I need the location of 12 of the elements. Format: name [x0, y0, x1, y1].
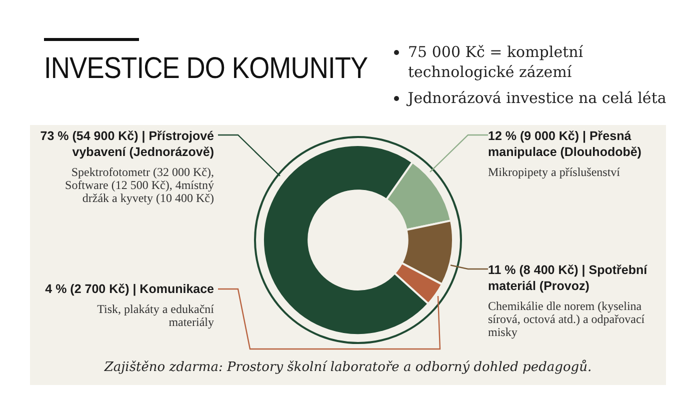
- text: Spektrofotometr (32 000 Kč), Software (12 500 Kč), 4místný držák a kyvety (10 400 Kč): [64, 165, 214, 205]
- text: Mikropipety a příslušenství: [488, 165, 621, 179]
- chart-title: INVESTICE DO KOMUNITY: [44, 52, 368, 86]
- text: Chemikálie dle norem (kyselina sírová, octová atd.) a odpařovací misky: [488, 299, 646, 339]
- slice-label: 73 % (54 900 Kč) | Přístrojové vybavení (Jednorázově): [39, 128, 214, 160]
- text: 75 000 Kč = kompletní technologické zázemí: [408, 42, 584, 82]
- text: Tisk, plakáty a edukační materiály: [96, 302, 214, 329]
- slice-label: 12 % (9 000 Kč) | Přesná manipulace (Dlouhodobě): [488, 128, 642, 160]
- text: Jednorázová investice na celá léta: [408, 88, 668, 108]
- slice-label: 4 % (2 700 Kč) | Komunikace: [44, 281, 214, 297]
- slice-label: 11 % (8 400 Kč) | Spotřební materiál (Provoz): [488, 262, 648, 294]
- text: Zajištěno zdarma: Prostory školní laboratoře a odborný dohled pedagogů.: [103, 360, 593, 375]
